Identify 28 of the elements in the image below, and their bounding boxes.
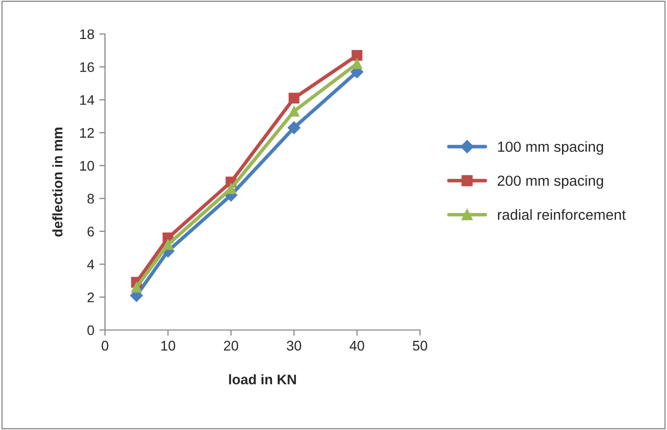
x-tick-label: 50 [412,340,428,351]
x-tick-label: 40 [350,340,364,351]
x-tick-label: 20 [224,340,238,351]
point [352,50,362,61]
point [131,282,142,293]
y-tick-label: 6 [88,226,94,237]
y-tick-label: 0 [87,325,94,336]
point [288,106,300,117]
legend-label: 200 mm spacing [498,175,604,189]
legend-label: radial reinforcement [498,209,626,220]
y-tick-label: 8 [87,194,94,204]
legend-label: 100 mm spacing [498,141,604,155]
y-tick-label: 2 [88,292,94,302]
y-tick-label: 16 [80,62,94,72]
x-tick-label: 30 [286,340,302,351]
point [288,121,300,134]
x-tick-label: 0 [102,340,108,351]
point [352,58,362,69]
y-tick-label: 14 [80,95,94,105]
point [162,239,174,250]
y-axis-title: deflection in mm [52,128,62,237]
y-tick-label: 4 [87,260,94,270]
x-tick-label: 10 [161,340,176,351]
y-tick-label: 10 [80,160,94,171]
y-tick-label: 18 [80,29,94,40]
y-tick-label: 12 [80,128,94,138]
x-axis-title: load in KN [229,374,296,384]
point [288,92,300,104]
